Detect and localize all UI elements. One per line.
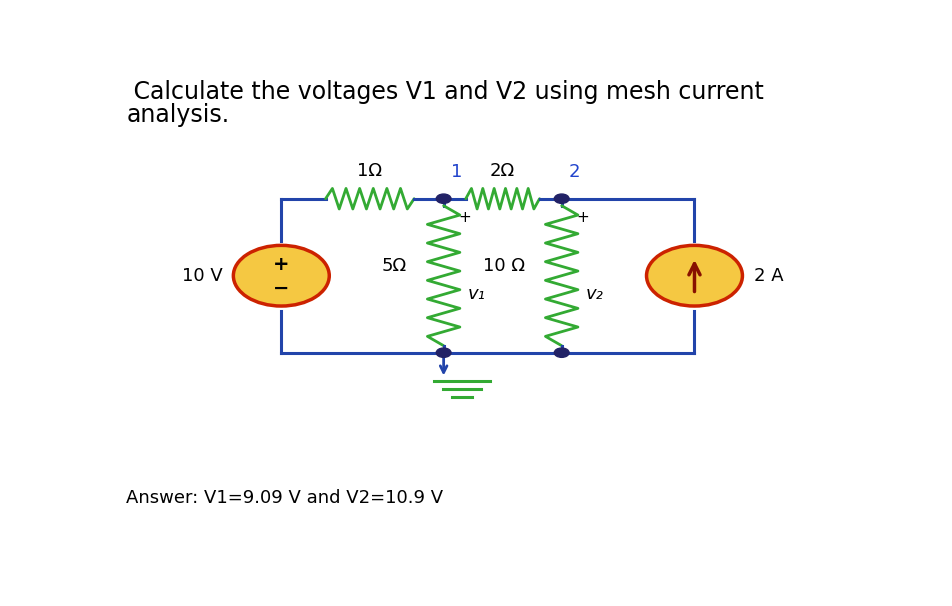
Circle shape (646, 245, 743, 306)
Text: v₂: v₂ (585, 285, 604, 304)
Text: v₁: v₁ (467, 285, 486, 304)
Text: Answer: V1=9.09 V and V2=10.9 V: Answer: V1=9.09 V and V2=10.9 V (127, 488, 444, 507)
Text: 2: 2 (569, 163, 581, 181)
Text: 10 V: 10 V (182, 267, 223, 285)
Text: analysis.: analysis. (127, 103, 229, 127)
Circle shape (436, 194, 451, 204)
Text: 5Ω: 5Ω (382, 258, 407, 275)
Text: 1Ω: 1Ω (357, 162, 383, 180)
Text: 1: 1 (451, 163, 463, 181)
Text: 10 Ω: 10 Ω (483, 258, 525, 275)
Circle shape (554, 348, 569, 358)
Text: 2Ω: 2Ω (490, 162, 515, 180)
Circle shape (436, 348, 451, 358)
Text: −: − (273, 279, 289, 298)
Text: 2 A: 2 A (754, 267, 783, 285)
Circle shape (554, 194, 569, 204)
Circle shape (233, 245, 329, 306)
Text: +: + (459, 210, 471, 225)
Text: +: + (577, 210, 589, 225)
Text: Calculate the voltages V1 and V2 using mesh current: Calculate the voltages V1 and V2 using m… (127, 80, 764, 104)
Text: +: + (273, 255, 289, 273)
